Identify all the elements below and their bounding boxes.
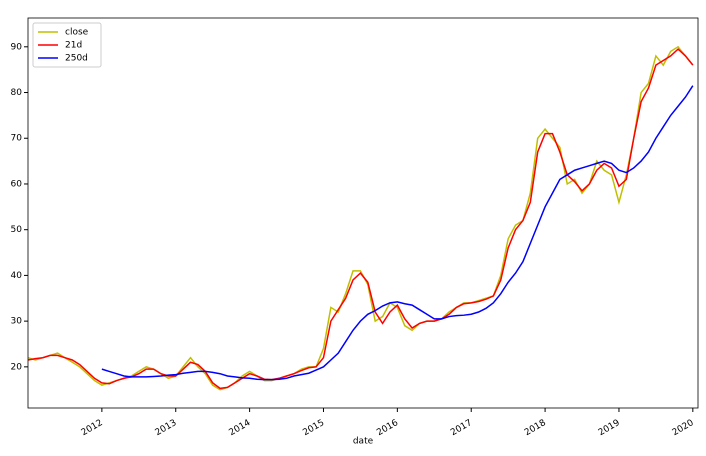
y-tick-label: 20 [11, 362, 23, 372]
y-tick-label: 90 [11, 42, 23, 52]
legend-label: close [65, 28, 89, 38]
x-tick-label: 2016 [375, 418, 400, 438]
legend-label: 21d [65, 41, 82, 51]
x-tick-label: 2019 [597, 418, 622, 438]
x-tick-label: 2018 [523, 418, 548, 438]
x-tick-label: 2014 [228, 418, 253, 438]
y-tick-label: 80 [11, 88, 23, 98]
x-tick-label: 2020 [671, 418, 696, 438]
y-tick-label: 50 [11, 225, 23, 235]
plot-frame [27, 17, 699, 409]
series-line [28, 45, 694, 391]
legend-label: 250d [65, 54, 88, 64]
series-line [101, 85, 694, 381]
x-tick-label: 2013 [154, 418, 179, 438]
y-tick-label: 60 [11, 179, 23, 189]
plot [28, 45, 694, 391]
y-tick-label: 40 [11, 271, 23, 281]
y-tick-label: 30 [11, 317, 23, 327]
x-tick-label: 2015 [301, 418, 326, 438]
x-tick-label: 2017 [449, 418, 474, 438]
series-line [28, 48, 694, 390]
y-tick-label: 70 [11, 134, 23, 144]
legend-box [32, 22, 102, 68]
x-axis-label: date [353, 437, 374, 447]
x-tick-label: 2012 [80, 418, 105, 438]
